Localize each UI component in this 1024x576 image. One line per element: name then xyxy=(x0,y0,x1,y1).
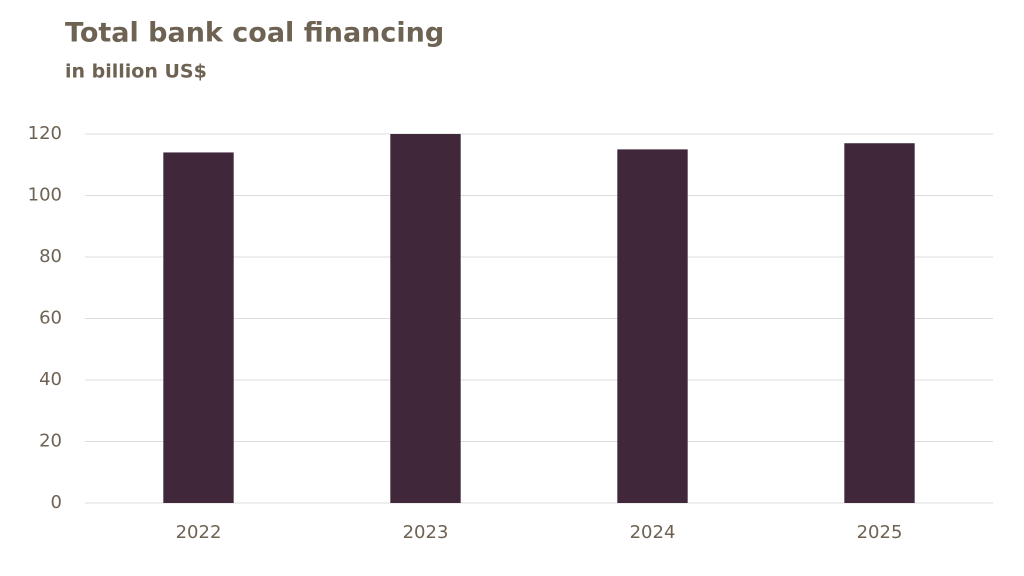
bar xyxy=(163,152,234,503)
bar xyxy=(844,143,915,503)
x-tick-label: 2025 xyxy=(857,522,903,543)
x-tick-label: 2023 xyxy=(403,522,449,543)
y-tick-label: 120 xyxy=(28,123,62,144)
x-tick-label: 2022 xyxy=(176,522,222,543)
y-tick-label: 60 xyxy=(39,308,62,329)
y-tick-label: 0 xyxy=(51,492,62,513)
chart-title: Total bank coal financing xyxy=(65,18,444,49)
y-tick-label: 20 xyxy=(39,431,62,452)
chart-subtitle: in billion US$ xyxy=(65,61,207,83)
bar xyxy=(390,134,461,503)
bar xyxy=(617,149,688,503)
y-tick-label: 100 xyxy=(28,185,62,206)
x-tick-label: 2024 xyxy=(630,522,676,543)
y-tick-label: 80 xyxy=(39,246,62,267)
y-tick-label: 40 xyxy=(39,369,62,390)
